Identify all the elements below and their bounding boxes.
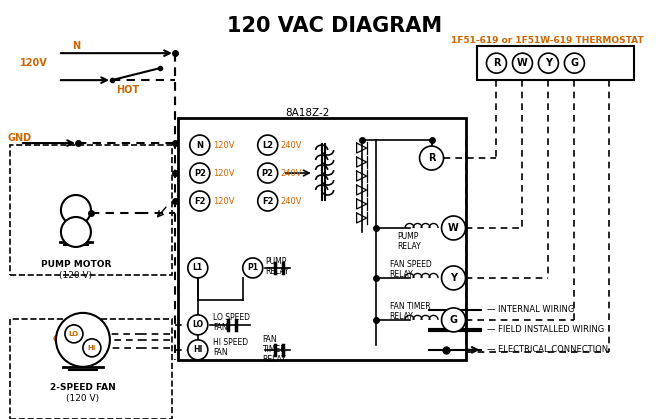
- Text: G: G: [450, 315, 458, 325]
- Text: N: N: [72, 41, 80, 51]
- Text: HI: HI: [88, 345, 96, 351]
- Text: G: G: [570, 58, 578, 68]
- Text: P2: P2: [194, 168, 206, 178]
- Circle shape: [419, 146, 444, 170]
- Bar: [10, 145, 172, 275]
- Text: N: N: [196, 140, 203, 150]
- Text: Y: Y: [450, 273, 457, 283]
- Text: L2: L2: [262, 140, 273, 150]
- Text: W: W: [448, 223, 459, 233]
- Text: HI SPEED: HI SPEED: [213, 339, 248, 347]
- Circle shape: [442, 216, 466, 240]
- Text: — INTERNAL WIRING: — INTERNAL WIRING: [488, 305, 575, 314]
- Text: 120V: 120V: [213, 140, 234, 150]
- Text: Y: Y: [545, 58, 552, 68]
- Circle shape: [56, 313, 110, 367]
- Circle shape: [442, 266, 466, 290]
- Circle shape: [65, 325, 83, 343]
- Circle shape: [190, 135, 210, 155]
- Text: 1F51-619 or 1F51W-619 THERMOSTAT: 1F51-619 or 1F51W-619 THERMOSTAT: [451, 36, 644, 45]
- Circle shape: [188, 340, 208, 360]
- Text: TIMER: TIMER: [263, 345, 286, 354]
- Text: FAN: FAN: [263, 335, 277, 344]
- Text: 120V: 120V: [213, 197, 234, 205]
- Circle shape: [190, 163, 210, 183]
- Circle shape: [258, 191, 277, 211]
- Circle shape: [188, 315, 208, 335]
- Text: RELAY: RELAY: [266, 267, 289, 277]
- Text: RELAY: RELAY: [263, 355, 287, 365]
- Text: 8A18Z-2: 8A18Z-2: [285, 108, 330, 118]
- Text: 240V: 240V: [281, 197, 302, 205]
- Text: FAN TIMER: FAN TIMER: [389, 303, 430, 311]
- Text: PUMP: PUMP: [266, 257, 287, 266]
- Bar: [178, 118, 466, 360]
- Text: PUMP: PUMP: [397, 233, 419, 241]
- Text: FAN SPEED: FAN SPEED: [389, 261, 431, 269]
- Circle shape: [486, 53, 507, 73]
- Text: W: W: [517, 58, 528, 68]
- Circle shape: [61, 195, 91, 225]
- Text: HI: HI: [193, 345, 202, 354]
- Circle shape: [442, 308, 466, 332]
- Circle shape: [188, 258, 208, 278]
- Text: COM: COM: [53, 335, 74, 344]
- Circle shape: [243, 258, 263, 278]
- Text: LO SPEED: LO SPEED: [213, 313, 250, 322]
- Text: R: R: [492, 58, 500, 68]
- Text: R: R: [428, 153, 436, 163]
- Text: LO: LO: [69, 331, 79, 337]
- Circle shape: [564, 53, 584, 73]
- Text: LO: LO: [192, 321, 204, 329]
- Text: 120 VAC DIAGRAM: 120 VAC DIAGRAM: [227, 16, 442, 36]
- Text: F2: F2: [262, 197, 273, 205]
- Text: RELAY: RELAY: [389, 313, 413, 321]
- Circle shape: [539, 53, 558, 73]
- Text: P2: P2: [262, 168, 274, 178]
- Text: L1: L1: [193, 264, 203, 272]
- Text: FAN: FAN: [213, 348, 227, 357]
- Text: 240V: 240V: [281, 168, 302, 178]
- Text: HOT: HOT: [116, 85, 139, 95]
- Text: — ELECTRICAL CONNECTION: — ELECTRICAL CONNECTION: [488, 345, 608, 354]
- Bar: [476, 46, 634, 80]
- Circle shape: [61, 217, 91, 247]
- Text: PUMP MOTOR: PUMP MOTOR: [41, 260, 111, 269]
- Text: P1: P1: [247, 264, 258, 272]
- Circle shape: [83, 339, 101, 357]
- Text: (120 V): (120 V): [60, 271, 92, 280]
- Text: RELAY: RELAY: [389, 270, 413, 279]
- Circle shape: [190, 191, 210, 211]
- Text: 120V: 120V: [20, 58, 48, 68]
- Text: 120V: 120V: [213, 168, 234, 178]
- Text: FAN: FAN: [213, 323, 227, 332]
- Text: (120 V): (120 V): [66, 394, 99, 403]
- Text: — FIELD INSTALLED WIRING: — FIELD INSTALLED WIRING: [488, 326, 605, 334]
- Bar: [10, 319, 172, 419]
- Text: F2: F2: [194, 197, 206, 205]
- Circle shape: [258, 135, 277, 155]
- Text: GND: GND: [8, 133, 32, 143]
- Text: RELAY: RELAY: [397, 243, 421, 251]
- Text: 2-SPEED FAN: 2-SPEED FAN: [50, 383, 116, 392]
- Circle shape: [258, 163, 277, 183]
- Circle shape: [513, 53, 533, 73]
- Text: 240V: 240V: [281, 140, 302, 150]
